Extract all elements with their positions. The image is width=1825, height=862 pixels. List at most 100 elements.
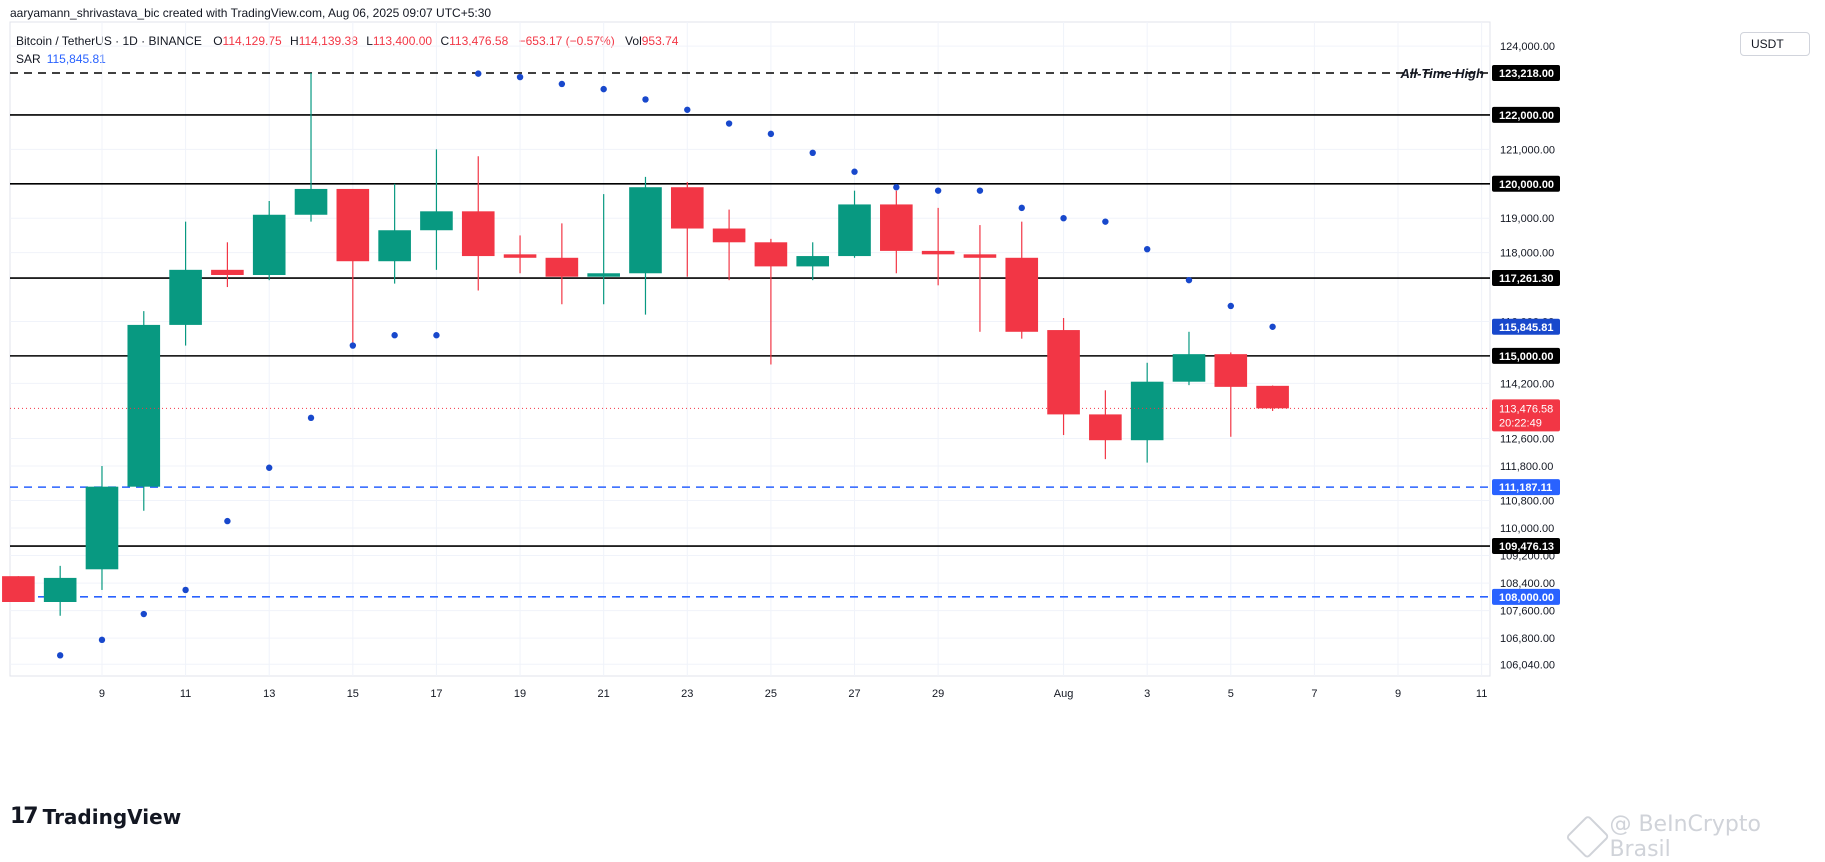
sar-dot	[1143, 245, 1151, 253]
level-price-label: 122,000.00	[1499, 110, 1554, 122]
sar-dot	[600, 85, 607, 93]
symbol-title[interactable]: Bitcoin / TetherUS · 1D · BINANCE	[16, 34, 202, 48]
sar-dot	[98, 636, 106, 644]
y-tick-label: 119,000.00	[1500, 213, 1554, 225]
y-tick-label: 112,600.00	[1500, 433, 1554, 445]
level-price-label-bg	[1492, 175, 1560, 192]
candle-body	[921, 250, 955, 255]
candle-body	[587, 273, 620, 277]
y-tick-label: 106,800.00	[1500, 633, 1555, 645]
x-tick-label: 7	[1311, 688, 1317, 700]
sar-dot	[1269, 323, 1276, 330]
candle-body	[629, 187, 662, 274]
sar-dot	[433, 332, 440, 339]
volume-label: Vol	[625, 34, 642, 48]
candle-body	[294, 188, 328, 215]
sar-dot	[767, 130, 775, 138]
sar-dot	[1102, 218, 1109, 225]
y-tick-label: 110,000.00	[1500, 523, 1554, 535]
sar-dot	[642, 96, 649, 103]
sar-dot	[934, 187, 942, 194]
volume-value: 953.74	[641, 34, 679, 48]
candle-body	[838, 204, 871, 257]
sar-dot	[1060, 215, 1067, 222]
candle-body	[43, 577, 77, 602]
sar-dot	[224, 517, 231, 525]
beincrypto-watermark: @ BeInCrypto Brasil	[1565, 812, 1825, 862]
y-tick-label: 107,600.00	[1500, 606, 1555, 618]
level-price-label: 108,000.00	[1499, 592, 1554, 604]
candle-body	[211, 269, 244, 275]
sar-dot	[307, 414, 315, 422]
x-tick-label: 9	[1395, 688, 1401, 700]
sar-dot	[182, 586, 189, 594]
x-tick-label: 17	[430, 688, 442, 700]
high-value: 114,139.38	[298, 34, 358, 48]
sar-dot	[140, 610, 147, 618]
x-tick-label: 23	[681, 688, 693, 700]
candle-body	[336, 188, 370, 262]
open-value: 114,129.75	[222, 34, 282, 48]
candle-body	[85, 486, 119, 570]
level-price-label: 109,476.13	[1499, 541, 1554, 553]
x-tick-label: 15	[347, 688, 359, 700]
sar-dot	[516, 73, 524, 81]
low-label: L	[366, 34, 373, 48]
sar-dot	[558, 80, 566, 88]
candle-body	[545, 257, 579, 277]
y-tick-label: 110,800.00	[1500, 495, 1554, 507]
candle-body	[1005, 257, 1039, 332]
level-price-label-bg	[1492, 65, 1560, 82]
change-value: −653.17 (−0.57%)	[518, 34, 615, 48]
level-price-label-bg	[1492, 538, 1560, 555]
sar-dot	[684, 106, 691, 113]
level-price-label-bg	[1492, 270, 1560, 287]
candle-body	[1172, 354, 1206, 382]
high-label: H	[290, 34, 299, 48]
low-value: 113,400.00	[372, 34, 433, 48]
x-tick-label: 19	[514, 688, 526, 700]
tradingview-logo[interactable]: 17 TradingView	[10, 804, 181, 829]
sar-dot	[1185, 276, 1193, 284]
watermark-text: @ BeInCrypto Brasil	[1609, 812, 1761, 862]
level-price-label-bg	[1492, 588, 1560, 605]
sar-legend: SAR 115,845.81	[16, 52, 106, 66]
sar-dot	[266, 464, 273, 471]
sar-dot	[391, 332, 398, 339]
ohlc-legend: Bitcoin / TetherUS · 1D · BINANCE O114,1…	[16, 34, 678, 48]
level-price-label: 117,261.30	[1499, 273, 1553, 285]
sar-dot	[56, 652, 64, 659]
x-tick-label: Aug	[1054, 688, 1074, 700]
candle-body	[712, 228, 746, 243]
x-tick-label: 25	[765, 688, 777, 700]
sar-dot	[851, 168, 858, 175]
x-tick-label: 11	[1476, 688, 1487, 700]
x-tick-label: 9	[99, 688, 105, 700]
x-tick-label: 11	[180, 688, 191, 700]
chart-credit: aaryamann_shrivastava_bic created with T…	[10, 6, 492, 20]
last-price-badge-bg	[1492, 399, 1560, 432]
plot-frame	[9, 21, 1491, 677]
x-tick-label: 29	[932, 688, 944, 700]
beincrypto-logo-icon	[1565, 814, 1611, 860]
candle-body	[670, 187, 704, 229]
x-tick-label: 27	[848, 688, 860, 700]
level-price-label: 123,218.00	[1499, 68, 1554, 80]
candle-body	[420, 211, 453, 231]
tradingview-logo-text: TradingView	[42, 804, 182, 829]
y-tick-label: 121,000.00	[1500, 144, 1555, 156]
sar-dot	[976, 187, 984, 194]
level-price-label: 120,000.00	[1499, 179, 1554, 191]
currency-button[interactable]: USDT	[1740, 32, 1810, 56]
close-value: 113,476.58	[449, 34, 509, 48]
candle-body	[796, 256, 830, 267]
sar-dot	[809, 149, 816, 156]
candle-body	[1130, 381, 1164, 441]
x-tick-label: 5	[1228, 688, 1234, 700]
candle-body	[503, 254, 537, 258]
sar-dot	[1227, 302, 1234, 310]
sar-dot	[725, 120, 733, 127]
sar-label: SAR	[16, 52, 41, 66]
candle-body	[880, 204, 913, 251]
